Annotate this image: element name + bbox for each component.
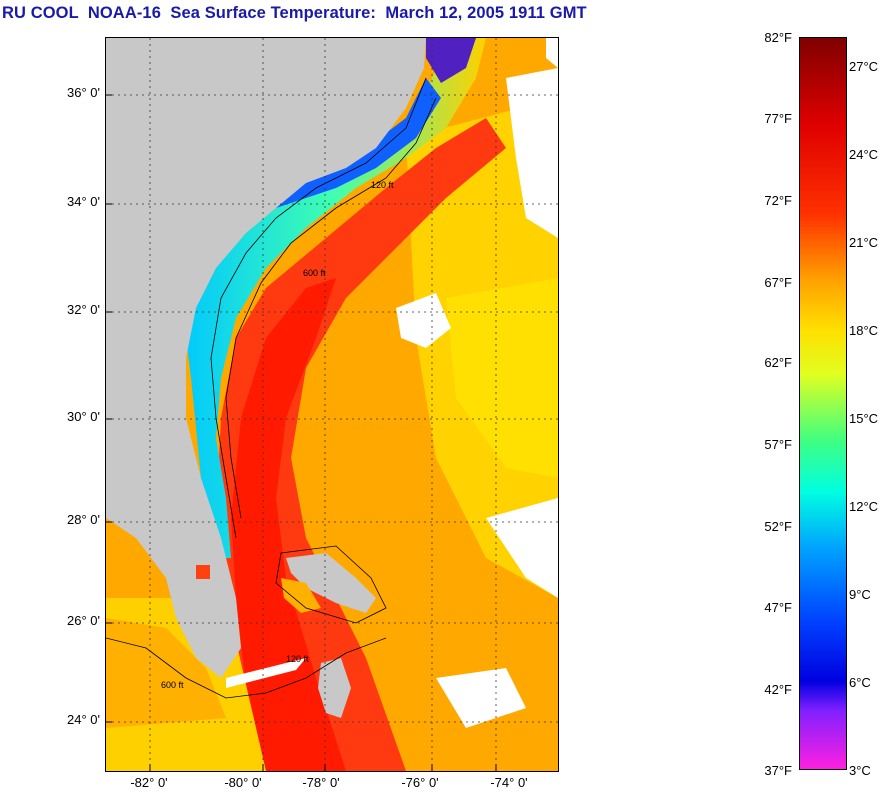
lon-label-82: -82° 0' [130, 775, 168, 790]
cb-f-82: 82°F [764, 30, 792, 45]
bahamas-andros [318, 658, 351, 718]
contour-label-600: 600 ft [303, 268, 326, 278]
bahamas-little [286, 553, 376, 613]
lat-label-24: 24° 0' [67, 712, 100, 727]
bahamas-shallow [281, 578, 321, 613]
cb-f-57: 57°F [764, 437, 792, 452]
lat-label-28: 28° 0' [67, 512, 100, 527]
cb-c-21: 21°C [849, 235, 879, 250]
lat-label-32: 32° 0' [67, 302, 100, 317]
cb-f-67: 67°F [764, 275, 792, 290]
cb-c-9: 9°C [849, 587, 871, 602]
graticule [106, 38, 558, 771]
coastal-shelf-cold [181, 38, 486, 558]
cb-c-6: 6°C [849, 675, 871, 690]
cb-c-27: 27°C [849, 59, 879, 74]
map-title: RU COOL NOAA-16 Sea Surface Temperature:… [2, 4, 587, 22]
contour-label-120: 120 ft [371, 180, 394, 190]
contour-south [106, 637, 387, 699]
contour-600ft [225, 97, 437, 519]
cb-f-42: 42°F [764, 682, 792, 697]
gulf-stream-core [231, 278, 346, 771]
cb-c-18: 18°C [849, 323, 879, 338]
contour-bahamas [275, 545, 387, 624]
cloud-2 [506, 68, 558, 238]
contour-120ft [210, 77, 427, 539]
temperature-colorbar [799, 37, 847, 770]
lon-label-80: -80° 0' [224, 775, 262, 790]
cloud-3 [486, 498, 558, 598]
cloud-5 [436, 668, 526, 728]
cb-c-12: 12°C [849, 499, 879, 514]
ocean-yellow-mid [446, 278, 558, 478]
lon-label-78: -78° 0' [302, 775, 340, 790]
lat-label-34: 34° 0' [67, 194, 100, 209]
cb-c-3: 3°C [849, 763, 871, 778]
cloud-4 [226, 658, 306, 688]
lat-label-26: 26° 0' [67, 613, 100, 628]
lake-okeechobee [196, 565, 210, 579]
cb-f-62: 62°F [764, 355, 792, 370]
sst-map[interactable]: 120 ft 600 ft 120 ft 600 ft [105, 37, 559, 772]
lon-label-74: -74° 0' [490, 775, 528, 790]
cb-f-72: 72°F [764, 193, 792, 208]
lat-label-30: 30° 0' [67, 409, 100, 424]
axis-ticks [106, 94, 497, 771]
cb-f-37: 37°F [764, 763, 792, 778]
cloud-1 [396, 293, 451, 348]
cb-f-47: 47°F [764, 600, 792, 615]
contour-label-120-south: 120 ft [286, 654, 309, 664]
cb-f-52: 52°F [764, 519, 792, 534]
cloud-6 [546, 38, 558, 68]
cb-c-15: 15°C [849, 411, 879, 426]
pamlico-cold [426, 38, 476, 83]
cb-c-24: 24°C [849, 147, 879, 162]
land-southeast-us [106, 38, 426, 678]
colorbar-gradient [800, 38, 846, 769]
cb-f-77: 77°F [764, 111, 792, 126]
lat-label-36: 36° 0' [67, 85, 100, 100]
lon-label-76: -76° 0' [401, 775, 439, 790]
contour-label-600-south: 600 ft [161, 680, 184, 690]
